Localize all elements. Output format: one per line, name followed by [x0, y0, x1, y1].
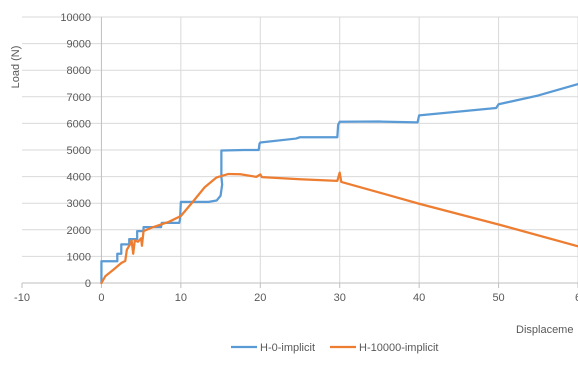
y-axis-title: Load (N)	[10, 46, 22, 89]
series-line-1	[100, 171, 578, 285]
legend: H-0-implicit H-10000-implicit	[231, 342, 438, 354]
y-tick-label: 2000	[67, 225, 91, 237]
legend-label: H-0-implicit	[260, 342, 315, 354]
y-tick-label: 0	[85, 278, 91, 290]
tick-labels: 0100020003000400050006000700080009000100…	[14, 12, 578, 304]
y-tick-label: 8000	[67, 65, 91, 77]
axes	[21, 17, 578, 288]
legend-label: H-10000-implicit	[359, 342, 438, 354]
series-line-0	[100, 82, 578, 285]
x-tick-label: 10	[175, 292, 187, 304]
x-tick-label: 20	[254, 292, 266, 304]
x-tick-label: 40	[413, 292, 425, 304]
gridlines	[22, 16, 578, 283]
x-tick-label: 50	[492, 292, 504, 304]
y-tick-label: 4000	[67, 172, 91, 184]
series-lines	[100, 82, 578, 285]
x-tick-label: 6	[575, 292, 578, 304]
y-tick-label: 5000	[67, 145, 91, 157]
y-tick-label: 3000	[67, 198, 91, 210]
x-tick-label: 30	[334, 292, 346, 304]
y-tick-label: 9000	[67, 39, 91, 51]
y-tick-label: 7000	[67, 92, 91, 104]
y-tick-label: 1000	[67, 251, 91, 263]
y-tick-label: 10000	[60, 12, 91, 24]
x-tick-label: 0	[98, 292, 104, 304]
x-tick-label: -10	[14, 292, 30, 304]
y-tick-label: 6000	[67, 118, 91, 130]
x-axis-title: Displaceme	[516, 324, 573, 336]
